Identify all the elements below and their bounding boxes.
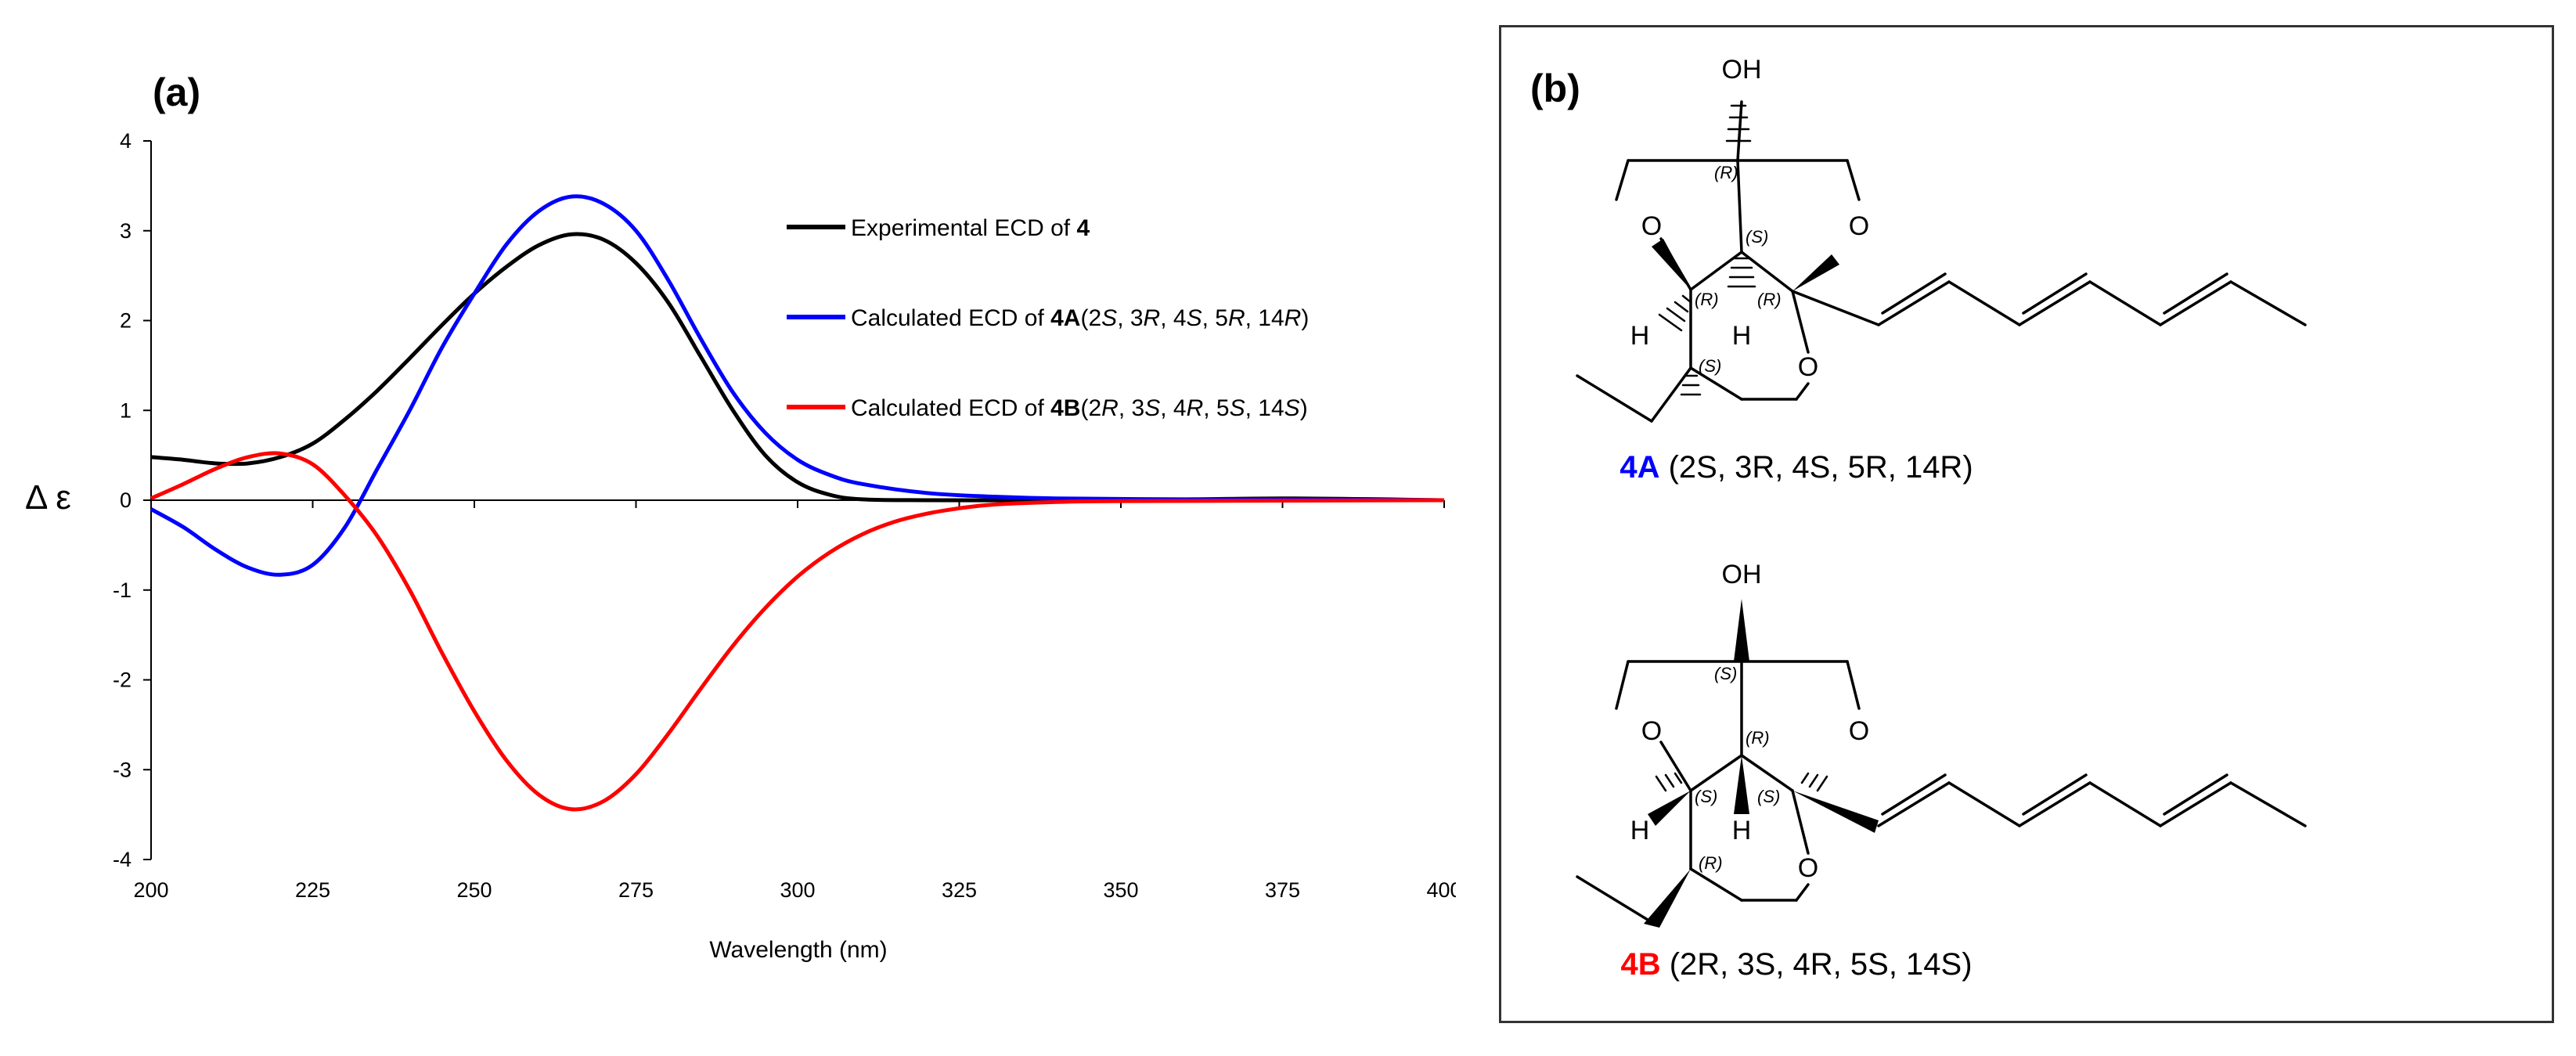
y-tick-label: -3 <box>113 758 132 781</box>
chart-curves <box>150 194 1445 812</box>
x-tick-label: 325 <box>942 878 977 902</box>
structure-panel-label: (b) <box>1530 67 1580 110</box>
legend-label-0: Experimental ECD of 4 <box>851 215 1090 241</box>
series-line-0 <box>150 232 1445 503</box>
4b-config: (2R, 3S, 4R, 5S, 14S) <box>1661 947 1973 982</box>
4b-o-left: O <box>1641 716 1662 746</box>
x-tick-label: 375 <box>1265 878 1300 902</box>
4b-stereo-right: (S) <box>1757 787 1780 806</box>
y-tick-label: 3 <box>120 219 132 243</box>
structure-4b-bonds <box>1576 599 2307 928</box>
4b-stereo-mid: (R) <box>1746 728 1770 748</box>
4b-stereo-top: (S) <box>1714 664 1737 683</box>
4a-caption: 4A (2S, 3R, 4S, 5R, 14R) <box>1619 450 1973 485</box>
4b-stereo-left: (S) <box>1695 787 1717 806</box>
4a-stereo-right: (R) <box>1757 290 1782 309</box>
4a-stereo-top: (R) <box>1714 163 1738 182</box>
x-tick-label: 350 <box>1103 878 1138 902</box>
4b-caption: 4B (2R, 3S, 4R, 5S, 14S) <box>1620 947 1972 982</box>
4a-o-right: O <box>1849 211 1869 241</box>
4a-name: 4A <box>1619 450 1659 485</box>
4a-stereo-mid: (S) <box>1746 227 1768 247</box>
4a-o-left: O <box>1641 211 1662 241</box>
y-tick-label: -4 <box>113 848 132 871</box>
y-tick-label: 0 <box>120 488 132 512</box>
series-line-1 <box>150 194 1445 577</box>
4a-h-left: H <box>1630 321 1650 351</box>
chart-panel-label: (a) <box>153 70 200 114</box>
x-tick-label: 200 <box>133 878 168 902</box>
y-tick-label: 4 <box>120 129 132 153</box>
4a-stereo-bottom: (S) <box>1699 356 1721 376</box>
y-tick-label: -2 <box>113 669 132 692</box>
4b-h-mid: H <box>1732 816 1752 845</box>
x-tick-label: 300 <box>780 878 815 902</box>
4a-h-mid: H <box>1732 321 1752 351</box>
series-line-2 <box>150 451 1445 812</box>
4a-oh-label: OH <box>1722 55 1762 85</box>
4b-o-right: O <box>1849 716 1869 746</box>
structure-panel-frame <box>1499 25 2554 1023</box>
4a-o-ring: O <box>1798 352 1818 382</box>
y-axis-label: Δ ε <box>25 478 71 517</box>
4a-stereo-left: (R) <box>1695 290 1719 309</box>
4a-config: (2S, 3R, 4S, 5R, 14R) <box>1659 450 1973 485</box>
x-axis-label: Wavelength (nm) <box>709 937 887 963</box>
x-tick-label: 250 <box>456 878 492 902</box>
4b-o-ring: O <box>1798 853 1818 883</box>
4b-oh-label: OH <box>1722 560 1762 589</box>
y-tick-label: 2 <box>120 309 132 333</box>
4b-h-left: H <box>1630 816 1650 845</box>
y-tick-label: -1 <box>113 578 132 602</box>
structure-4b: OH O O O H H (S) (R) (S) (S) (R) 4B (2R,… <box>1576 560 2307 982</box>
chart-legend: Experimental ECD of 4 Calculated ECD of 4… <box>787 215 1309 421</box>
x-tick-label: 400 <box>1426 878 1456 902</box>
x-tick-label: 275 <box>618 878 654 902</box>
legend-label-1: Calculated ECD of 4A(2S, 3R, 4S, 5R, 14R… <box>851 305 1309 331</box>
structure-4a: OH O O O H H (R) (S) (R) (R) (S) 4A (2S,… <box>1576 55 2307 485</box>
4b-stereo-bottom: (R) <box>1699 853 1723 873</box>
y-tick-label: 1 <box>120 398 132 422</box>
4b-name: 4B <box>1620 947 1660 982</box>
structure-4a-bonds <box>1576 100 2307 423</box>
legend-label-2: Calculated ECD of 4B(2R, 3S, 4R, 5S, 14S… <box>851 395 1308 421</box>
x-tick-label: 225 <box>295 878 330 902</box>
